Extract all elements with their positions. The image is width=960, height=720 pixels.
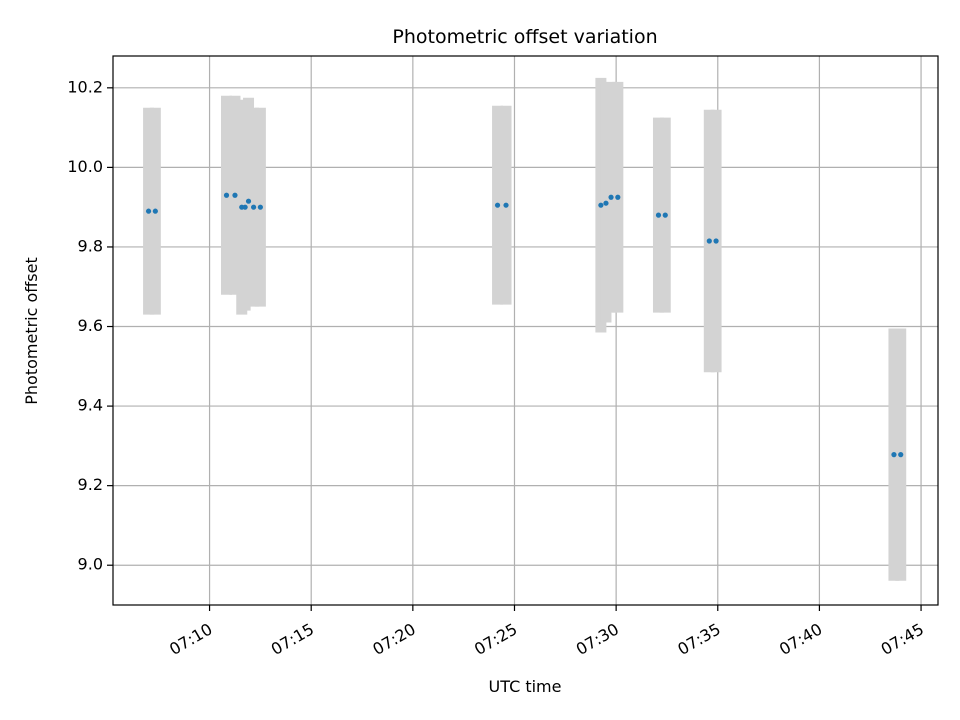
data-point	[145, 208, 152, 214]
x-tick-label: 07:40	[776, 619, 825, 659]
data-point	[598, 202, 604, 208]
x-tick-label: 07:25	[471, 619, 520, 659]
x-tick-label: 07:30	[573, 619, 622, 659]
x-tick-label: 07:45	[878, 619, 927, 659]
x-axis-ticks: 07:10 07:15 07:20 07:25 07:30 07:35 07:40 07:45	[166, 605, 927, 659]
data-point	[662, 212, 668, 218]
data-point	[223, 192, 230, 198]
data-point	[898, 452, 904, 458]
data-point	[891, 452, 897, 458]
x-axis-label: UTC time	[489, 677, 562, 696]
data-point	[615, 194, 621, 200]
data-point	[232, 192, 238, 198]
y-tick-label: 9.4	[78, 396, 103, 415]
data-point	[251, 204, 257, 210]
data-point	[152, 208, 158, 214]
data-point-layer	[145, 192, 904, 458]
data-point	[242, 204, 248, 210]
x-tick-label: 07:10	[166, 619, 215, 659]
data-point	[603, 200, 609, 206]
data-point	[503, 202, 509, 208]
data-point	[257, 204, 263, 210]
data-point	[655, 212, 662, 218]
x-tick-label: 07:15	[268, 619, 317, 659]
data-point	[494, 202, 501, 208]
data-point	[706, 238, 712, 244]
data-point	[245, 198, 252, 204]
y-tick-label: 9.0	[78, 555, 103, 574]
y-tick-label: 9.6	[78, 316, 103, 335]
y-tick-label: 10.2	[67, 77, 103, 96]
plot-frame	[112, 55, 939, 606]
chart-title: Photometric offset variation	[392, 26, 657, 48]
data-point	[713, 238, 719, 244]
y-axis-ticks: 9.0 9.2 9.4 9.6 9.8 10.0 10.2	[67, 77, 113, 574]
data-point	[608, 194, 614, 200]
y-tick-label: 9.8	[78, 236, 103, 255]
x-tick-label: 07:20	[369, 619, 418, 659]
x-tick-label: 07:35	[674, 619, 723, 659]
y-axis-label: Photometric offset	[22, 257, 41, 405]
error-bar-layer	[143, 77, 907, 581]
y-tick-label: 10.0	[67, 157, 103, 176]
y-tick-label: 9.2	[78, 475, 103, 494]
